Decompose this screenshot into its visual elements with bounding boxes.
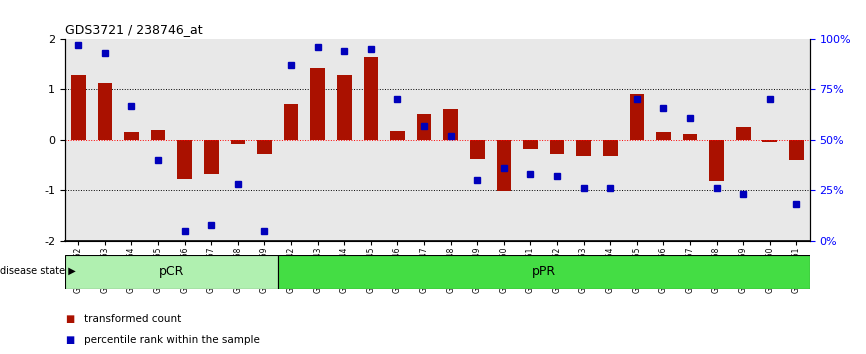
Bar <box>736 127 751 140</box>
Bar <box>151 130 165 140</box>
Bar <box>443 109 458 140</box>
Text: pCR: pCR <box>158 265 184 278</box>
Bar <box>284 103 299 140</box>
Bar <box>656 132 671 140</box>
Text: ■: ■ <box>65 314 74 324</box>
Text: ■: ■ <box>65 335 74 345</box>
Bar <box>178 140 192 179</box>
Bar <box>496 140 511 191</box>
Bar <box>204 140 218 174</box>
Bar <box>71 75 86 140</box>
Bar <box>65 255 278 289</box>
Bar <box>550 140 565 154</box>
Bar <box>417 114 431 140</box>
Bar <box>124 132 139 140</box>
Bar <box>390 131 404 140</box>
Bar <box>230 140 245 144</box>
Bar <box>709 140 724 181</box>
Text: pPR: pPR <box>532 265 556 278</box>
Bar <box>98 83 113 140</box>
Bar <box>576 140 591 156</box>
Bar <box>603 140 617 156</box>
Bar <box>257 140 272 154</box>
Bar <box>789 140 804 160</box>
Text: GDS3721 / 238746_at: GDS3721 / 238746_at <box>65 23 203 36</box>
Bar <box>523 140 538 149</box>
Bar <box>470 140 485 159</box>
Text: percentile rank within the sample: percentile rank within the sample <box>84 335 260 345</box>
Bar <box>364 57 378 140</box>
Bar <box>682 134 697 140</box>
Bar <box>337 75 352 140</box>
Text: disease state ▶: disease state ▶ <box>0 266 75 276</box>
Text: transformed count: transformed count <box>84 314 181 324</box>
Bar <box>310 68 325 140</box>
Bar <box>762 140 777 142</box>
Bar <box>278 255 810 289</box>
Bar <box>630 95 644 140</box>
